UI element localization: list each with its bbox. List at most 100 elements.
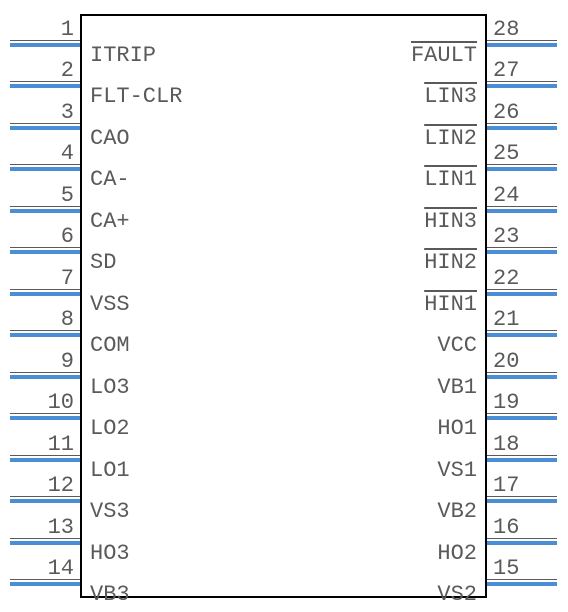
pin-lead: [10, 458, 80, 462]
pin-underline: [10, 289, 80, 290]
pin-underline: [10, 247, 80, 248]
pin-label: HO2: [437, 541, 477, 566]
pin-number: 24: [493, 183, 555, 208]
pin-lead: [487, 416, 557, 420]
pin-underline: [487, 496, 557, 497]
pin-lead: [487, 250, 557, 254]
pin-number: 14: [12, 556, 74, 581]
pin-label: VCC: [437, 333, 477, 358]
pin-underline: [10, 496, 80, 497]
pin-label: HO1: [437, 416, 477, 441]
pin-label: LO3: [90, 375, 130, 400]
pin-underline: [10, 413, 80, 414]
pin-number: 6: [12, 224, 74, 249]
pin-label: LIN3: [424, 84, 477, 109]
pin-label: LO1: [90, 458, 130, 483]
pin-number: 8: [12, 307, 74, 332]
pin-number: 22: [493, 266, 555, 291]
pin-lead: [10, 375, 80, 379]
pin-lead: [10, 126, 80, 130]
pin-number: 23: [493, 224, 555, 249]
pin-lead: [487, 458, 557, 462]
pin-underline: [10, 164, 80, 165]
pin-lead: [10, 292, 80, 296]
pin-lead: [10, 167, 80, 171]
pin-label: VB3: [90, 582, 130, 607]
pin-number: 5: [12, 183, 74, 208]
pin-number: 19: [493, 390, 555, 415]
pin-underline: [10, 81, 80, 82]
pin-label: VSS: [90, 292, 130, 317]
pin-label: CA+: [90, 209, 130, 234]
pin-lead: [487, 292, 557, 296]
pin-label: VB2: [437, 499, 477, 524]
pin-underline: [10, 372, 80, 373]
pin-underline: [487, 40, 557, 41]
pin-number: 20: [493, 349, 555, 374]
pin-underline: [487, 206, 557, 207]
pin-number: 11: [12, 432, 74, 457]
pin-underline: [10, 579, 80, 580]
pin-label: FAULT: [411, 43, 477, 68]
pin-label: ITRIP: [90, 43, 156, 68]
pin-underline: [487, 247, 557, 248]
pin-label: VS2: [437, 582, 477, 607]
pin-underline: [487, 372, 557, 373]
pin-number: 17: [493, 473, 555, 498]
pin-lead: [10, 250, 80, 254]
pin-number: 21: [493, 307, 555, 332]
pin-label: HO3: [90, 541, 130, 566]
pin-underline: [487, 455, 557, 456]
pin-underline: [487, 81, 557, 82]
pin-lead: [10, 333, 80, 337]
pin-lead: [487, 209, 557, 213]
pin-lead: [10, 499, 80, 503]
pin-label: HIN1: [424, 292, 477, 317]
pin-lead: [487, 541, 557, 545]
pin-number: 26: [493, 100, 555, 125]
pin-label: LIN1: [424, 167, 477, 192]
pin-number: 13: [12, 515, 74, 540]
pin-lead: [487, 582, 557, 586]
pin-underline: [487, 330, 557, 331]
pin-label: CA-: [90, 167, 130, 192]
pin-number: 15: [493, 556, 555, 581]
pin-lead: [10, 84, 80, 88]
pin-label: HIN2: [424, 250, 477, 275]
pin-number: 25: [493, 141, 555, 166]
pin-underline: [487, 538, 557, 539]
pin-label: LO2: [90, 416, 130, 441]
pin-number: 1: [12, 17, 74, 42]
pin-underline: [10, 330, 80, 331]
pin-underline: [10, 455, 80, 456]
pin-label: VS1: [437, 458, 477, 483]
pin-number: 16: [493, 515, 555, 540]
pin-lead: [487, 375, 557, 379]
pin-label: COM: [90, 333, 130, 358]
pin-label: VS3: [90, 499, 130, 524]
pin-number: 18: [493, 432, 555, 457]
pin-lead: [10, 43, 80, 47]
pin-lead: [487, 126, 557, 130]
pin-label: CAO: [90, 126, 130, 151]
pin-lead: [10, 541, 80, 545]
pin-label: HIN3: [424, 209, 477, 234]
pin-label: LIN2: [424, 126, 477, 151]
pin-label: FLT-CLR: [90, 84, 182, 109]
pin-underline: [487, 123, 557, 124]
pin-underline: [10, 123, 80, 124]
pin-underline: [487, 413, 557, 414]
pin-number: 2: [12, 58, 74, 83]
pin-lead: [487, 499, 557, 503]
pin-lead: [487, 43, 557, 47]
pin-number: 9: [12, 349, 74, 374]
pin-underline: [10, 538, 80, 539]
pin-lead: [487, 333, 557, 337]
pin-number: 12: [12, 473, 74, 498]
pin-number: 3: [12, 100, 74, 125]
pin-underline: [487, 579, 557, 580]
pin-lead: [487, 84, 557, 88]
pin-lead: [10, 582, 80, 586]
pin-underline: [487, 289, 557, 290]
pin-lead: [10, 416, 80, 420]
